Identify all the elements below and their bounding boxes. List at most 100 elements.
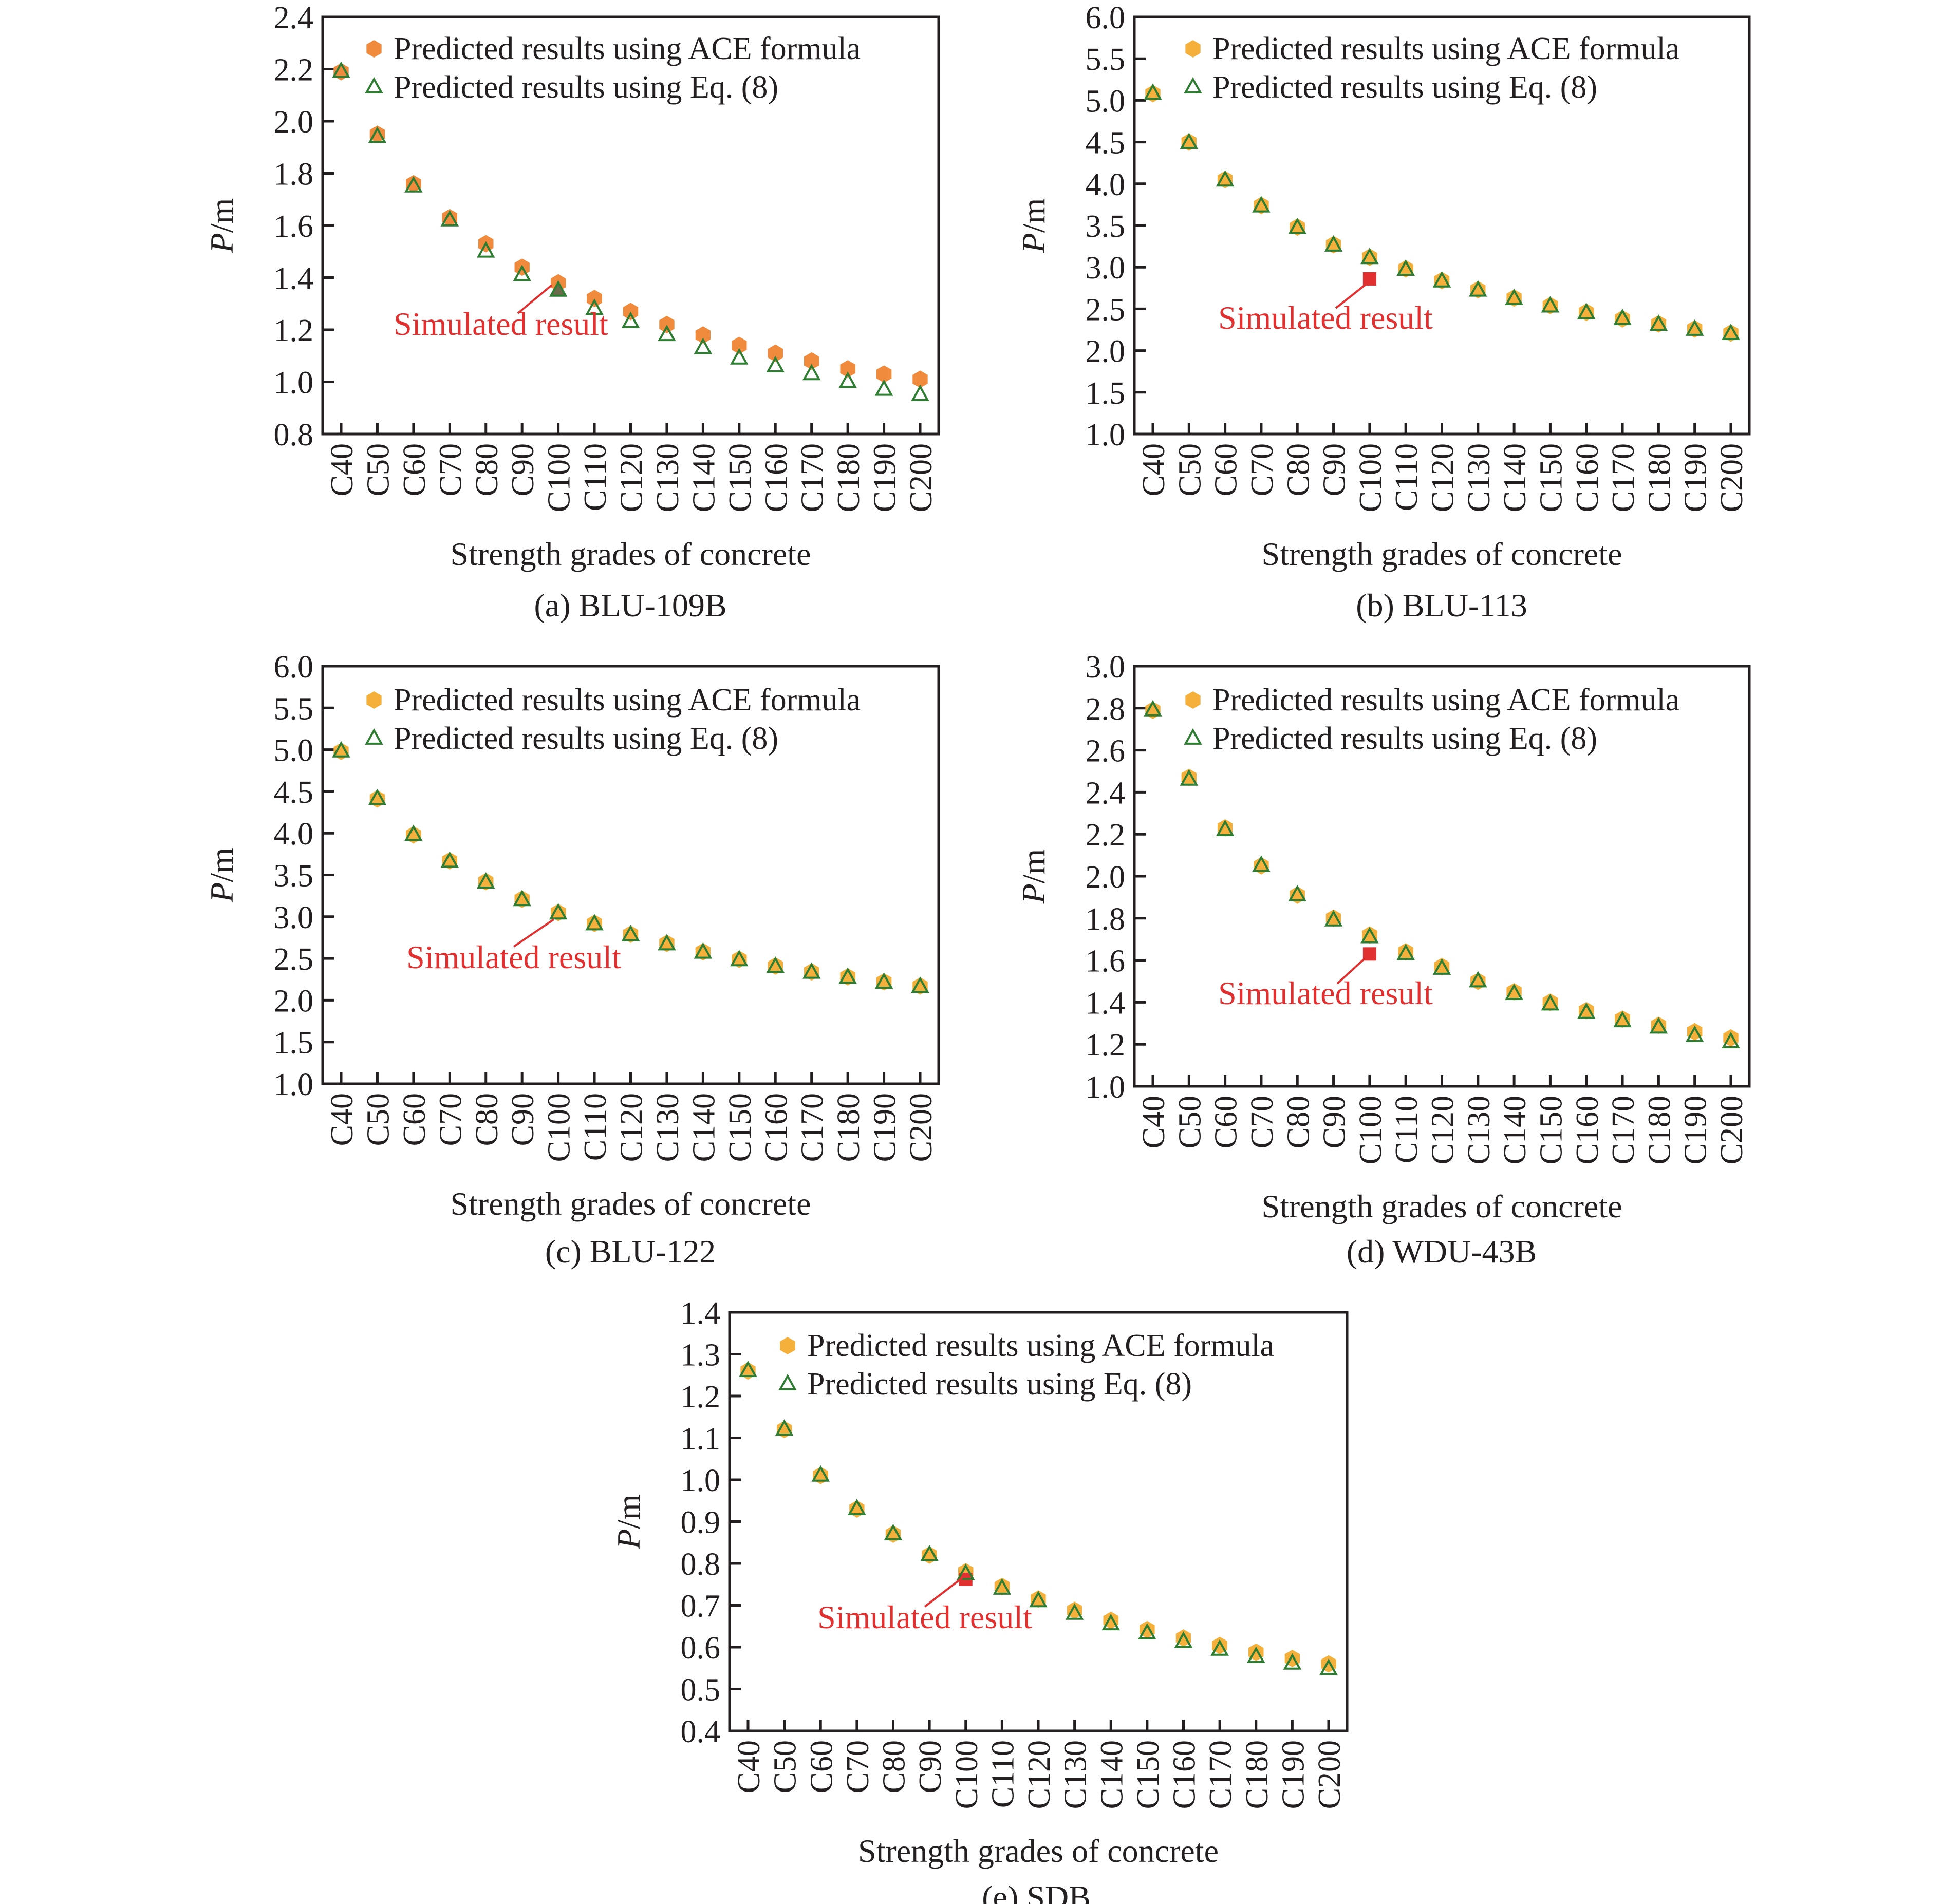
x-tick-label: C60 [397,443,432,496]
x-tick-label: C100 [1353,1096,1388,1164]
x-tick-label: C120 [1426,1096,1461,1164]
eq-point [1252,196,1271,213]
ace-point [732,336,747,354]
eq-point [1432,958,1451,975]
series-ace [333,63,928,388]
ace-point [1542,296,1558,314]
x-tick-label: C50 [361,443,396,496]
legend-ace-marker [1185,691,1201,709]
y-tick-label: 1.0 [681,1463,721,1498]
x-axis: C40 C50 C60 C70 C80 C90 C100 C110 C120 C130 C140 C1… [325,1072,939,1162]
eq-point [404,176,423,193]
y-tick-label: 0.9 [681,1505,721,1540]
y-tick-label: 2.8 [1086,692,1126,727]
eq-point [1577,303,1596,319]
eq-point [956,1563,975,1580]
ace-point [1181,133,1197,151]
y-tick-label: 2.4 [1086,776,1126,810]
ace-point [768,344,783,362]
eq-point [585,298,604,315]
y-tick-label: 3.5 [1086,209,1126,244]
x-tick-label: C180 [1240,1740,1275,1809]
x-tick-label: C40 [325,443,360,496]
ace-point [840,360,855,378]
x-tick-label: C70 [433,443,468,496]
ace-point [478,873,494,891]
eq-point [1283,1653,1302,1670]
ace-point [1579,303,1594,321]
y-axis: 1.0 1.2 1.4 1.6 1.8 2.0 2.2 2.4 2.6 2.8 3.0 [1086,650,1146,1105]
x-tick-label: C60 [1209,443,1244,496]
eq-point [838,967,857,984]
ace-point [514,890,530,908]
x-tick-label: C40 [325,1093,360,1146]
eq-point [1541,994,1560,1011]
x-tick-label: C70 [1245,443,1280,496]
y-tick-label: 2.6 [1086,734,1126,769]
series-eq [739,1360,1338,1675]
ace-point [587,290,602,308]
x-tick-label: C90 [1317,443,1352,496]
x-tick-label: C140 [686,443,721,512]
eq-point [766,355,785,372]
y-tick-label: 6.0 [1086,1,1126,35]
x-tick-label: C200 [1714,1096,1749,1164]
x-tick-label: C60 [397,1093,432,1146]
x-tick-label: C100 [542,1093,577,1162]
legend-ace-label: Predicted results using ACE formula [807,1328,1274,1363]
eq-point [1065,1603,1084,1620]
x-tick-label: C110 [578,443,613,511]
legend-eq-marker [365,728,383,745]
x-tick-label: C140 [1498,443,1533,512]
ace-point [1542,993,1558,1011]
y-axis-title: P/m [203,198,240,254]
ace-point [1290,218,1305,236]
y-axis: 1.0 1.5 2.0 2.5 3.0 3.5 4.0 4.5 5.0 5.5 6.0 [274,650,334,1102]
x-tick-label: C200 [904,443,939,512]
legend-ace-marker [1185,40,1201,58]
y-tick-label: 2.0 [274,105,314,140]
x-axis-title: Strength grades of concrete [451,1185,811,1222]
annotation-label: Simulated result [394,306,608,342]
legend-ace-marker [366,691,382,709]
x-axis-title: Strength grades of concrete [1262,536,1622,572]
x-tick-label: C180 [831,1093,866,1162]
eq-point [1613,1011,1632,1028]
x-tick-label: C120 [614,1093,649,1162]
y-tick-label: 5.5 [274,691,314,726]
x-tick-label: C60 [1209,1096,1244,1148]
legend: Predicted results using ACE formula Predi… [778,1328,1274,1402]
eq-point [1288,884,1307,901]
y-tick-label: 5.0 [1086,84,1126,119]
x-tick-label: C160 [1570,1096,1605,1164]
x-tick-label: C130 [1462,1096,1497,1164]
eq-point [1432,271,1451,288]
x-tick-label: C190 [1276,1740,1311,1809]
legend-eq-label: Predicted results using Eq. (8) [394,70,778,105]
y-axis-title-unit: /m [1015,849,1052,884]
annotation-leader [513,918,555,948]
y-axis: 0.4 0.5 0.6 0.7 0.8 0.9 1.0 1.1 1.2 1.3 1.4 [681,1296,741,1749]
y-tick-label: 3.0 [1086,650,1126,685]
x-tick-label: C140 [686,1093,721,1162]
x-axis: C40 C50 C60 C70 C80 C90 C100 C110 C120 C130 C140 C1… [732,1720,1347,1809]
y-tick-label: 3.5 [274,859,314,894]
ace-point [623,925,639,943]
eq-point [1288,217,1307,234]
y-tick-label: 2.5 [274,942,314,977]
series-eq [332,61,929,401]
ace-point [876,365,892,383]
annotation-label: Simulated result [1218,975,1433,1011]
annotation-leader [1336,954,1369,985]
eq-point [585,914,604,931]
x-tick-label: C60 [804,1740,839,1793]
y-tick-label: 1.4 [274,261,314,296]
ace-point [442,209,457,227]
eq-point [1469,971,1487,988]
x-tick-label: C150 [723,443,758,512]
x-tick-label: C150 [1534,1096,1568,1164]
x-tick-label: C80 [1281,443,1316,496]
eq-point [766,956,785,973]
x-tick-label: C170 [795,1093,830,1162]
